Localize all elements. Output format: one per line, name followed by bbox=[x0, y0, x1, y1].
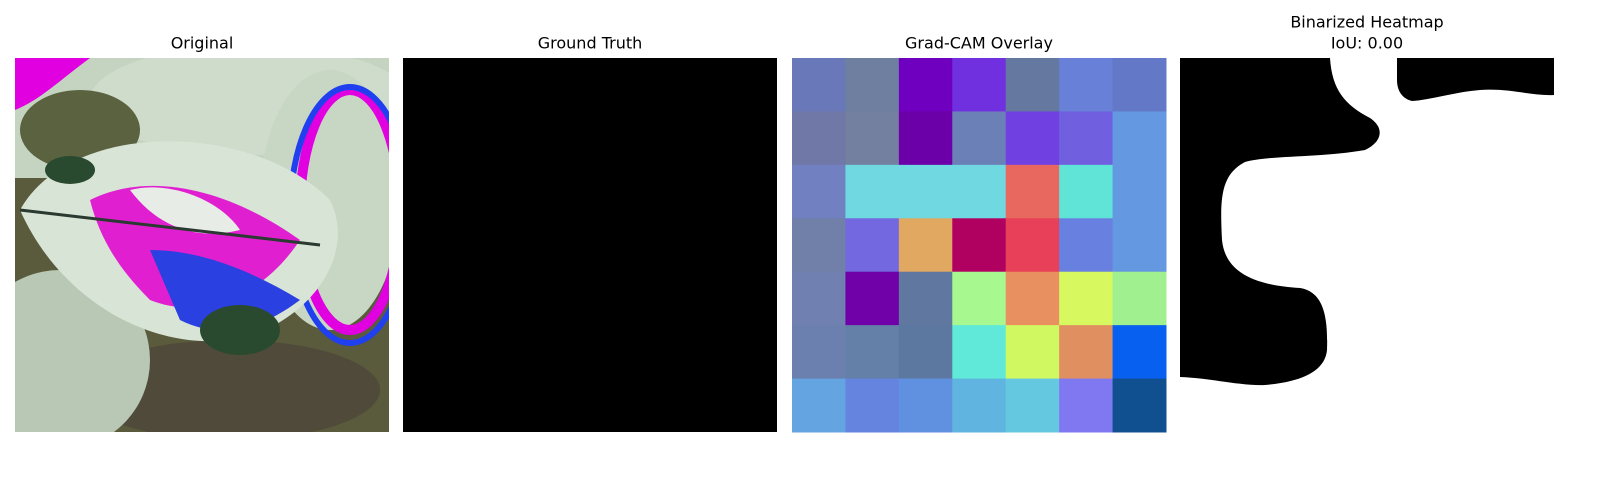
heatmap-cell bbox=[952, 271, 1007, 326]
heatmap-cell bbox=[898, 378, 953, 433]
heatmap-cell bbox=[1005, 58, 1060, 112]
heatmap-cell bbox=[845, 111, 900, 166]
heatmap-cell bbox=[952, 58, 1007, 112]
panel-subtitle: IoU: 0.00 bbox=[1331, 34, 1403, 53]
heatmap-cell bbox=[1005, 271, 1060, 326]
heatmap-cell bbox=[792, 325, 846, 380]
heatmap-cell bbox=[1059, 58, 1114, 112]
heatmap-cell bbox=[1059, 271, 1114, 326]
panel-title: Original bbox=[171, 34, 234, 53]
heatmap-cell bbox=[898, 218, 953, 273]
heatmap-cell bbox=[952, 111, 1007, 166]
heatmap-cell bbox=[792, 164, 846, 219]
heatmap-cell bbox=[845, 58, 900, 112]
heatmap-cell bbox=[898, 58, 953, 112]
heatmap-cell bbox=[952, 218, 1007, 273]
heatmap-cell bbox=[1112, 325, 1167, 380]
heatmap-cell bbox=[1112, 111, 1167, 166]
heatmap-cell bbox=[1112, 378, 1167, 433]
panel-title: Binarized Heatmap bbox=[1290, 13, 1443, 32]
gradcam-image bbox=[792, 58, 1167, 433]
heatmap-cell bbox=[1112, 218, 1167, 273]
heatmap-cell bbox=[1059, 111, 1114, 166]
heatmap-cell bbox=[952, 325, 1007, 380]
binarized-image bbox=[1180, 58, 1554, 432]
heatmap-cell bbox=[1112, 58, 1167, 112]
heatmap-cell bbox=[898, 271, 953, 326]
heatmap-cell bbox=[1112, 271, 1167, 326]
heatmap-cell bbox=[898, 111, 953, 166]
heatmap-cell bbox=[1005, 378, 1060, 433]
heatmap-cell bbox=[792, 58, 846, 112]
heatmap-cell bbox=[792, 218, 846, 273]
heatmap-cell bbox=[845, 164, 900, 219]
heatmap-cell bbox=[1112, 164, 1167, 219]
panel-title: Ground Truth bbox=[538, 34, 643, 53]
heatmap-cell bbox=[845, 271, 900, 326]
heatmap-cell bbox=[845, 218, 900, 273]
heatmap-cell bbox=[1059, 378, 1114, 433]
heatmap-cell bbox=[1059, 164, 1114, 219]
heatmap-cell bbox=[1059, 218, 1114, 273]
heatmap-cell bbox=[1059, 325, 1114, 380]
heatmap-cell bbox=[792, 378, 846, 433]
heatmap-cell bbox=[952, 164, 1007, 219]
heatmap-cell bbox=[1005, 111, 1060, 166]
heatmap-cell bbox=[898, 164, 953, 219]
heatmap-cell bbox=[1005, 164, 1060, 219]
heatmap-cell bbox=[792, 271, 846, 326]
heatmap-cell bbox=[792, 111, 846, 166]
heatmap-cell bbox=[845, 378, 900, 433]
heatmap-cell bbox=[898, 325, 953, 380]
heatmap-cell bbox=[1005, 218, 1060, 273]
original-image bbox=[15, 58, 389, 432]
heatmap-cell bbox=[845, 325, 900, 380]
ground-truth-image bbox=[403, 58, 777, 432]
heatmap-cell bbox=[952, 378, 1007, 433]
panel-title: Grad-CAM Overlay bbox=[905, 34, 1053, 53]
heatmap-cell bbox=[1005, 325, 1060, 380]
